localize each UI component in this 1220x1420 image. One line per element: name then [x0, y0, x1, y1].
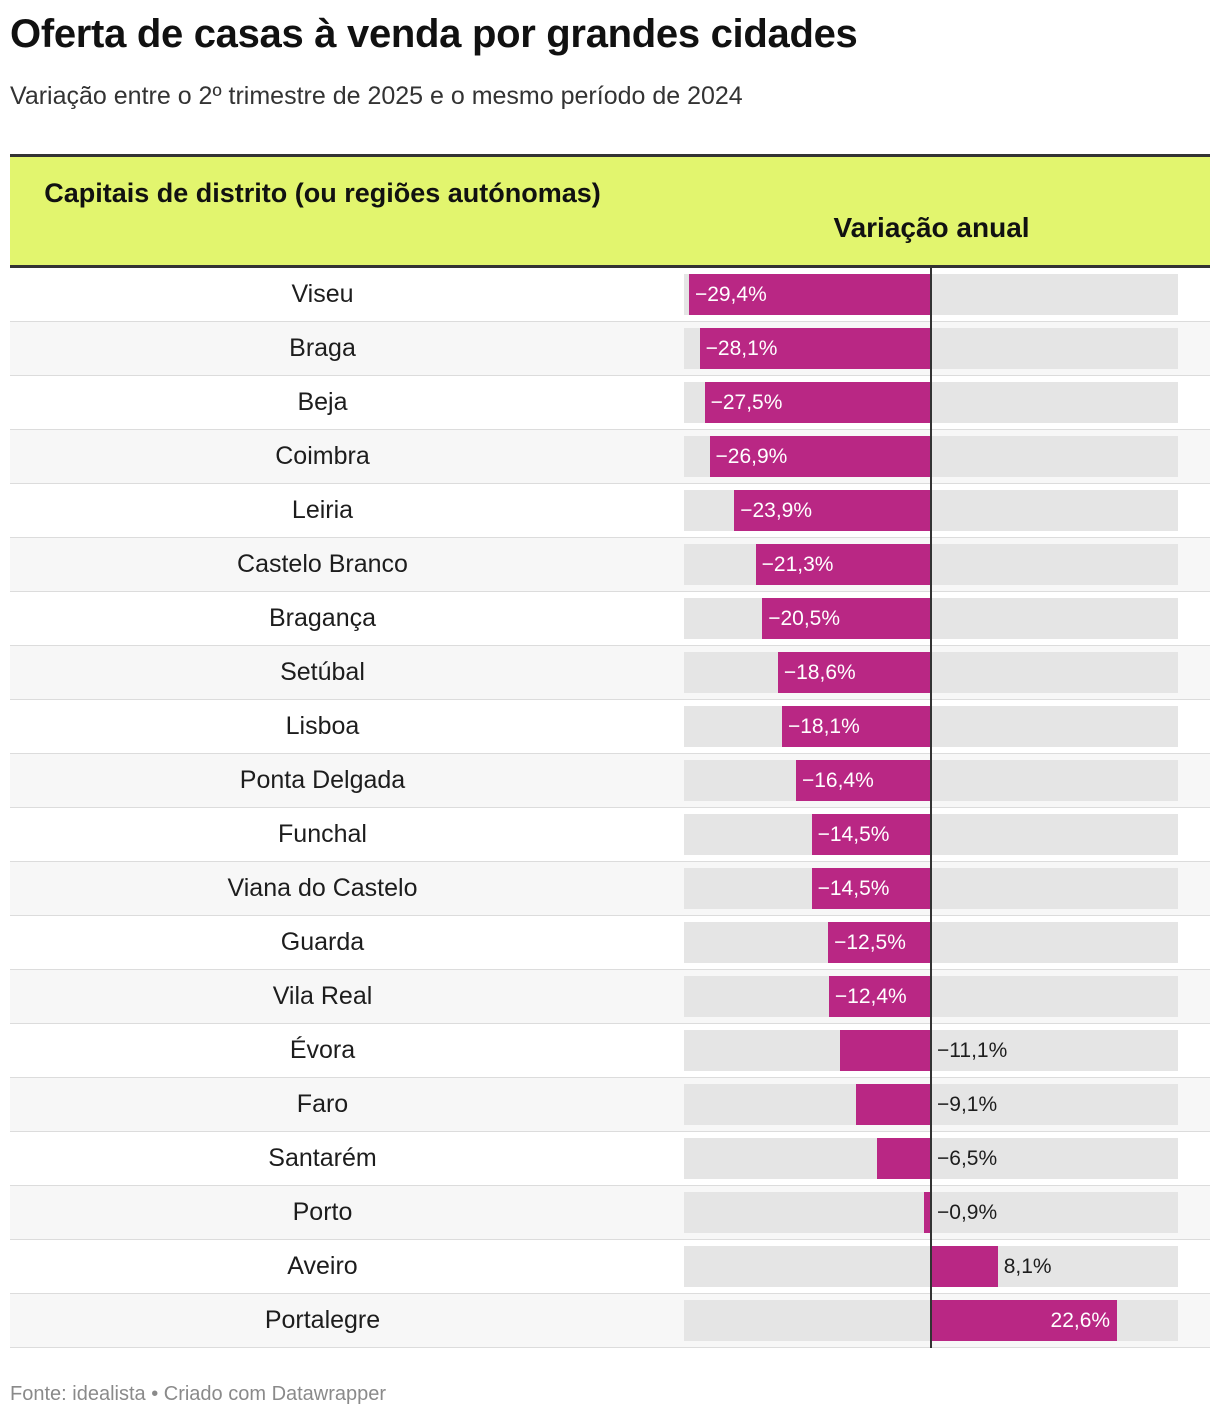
city-label: Santarém [268, 1144, 377, 1172]
table-row: Funchal −14,5% [10, 808, 1210, 862]
city-label: Bragança [268, 604, 377, 632]
city-label: Évora [289, 1036, 356, 1064]
city-label: Porto [292, 1198, 353, 1226]
bar [699, 328, 931, 369]
bar-track: 22,6% [684, 1300, 1178, 1341]
column-header-variation: Variação anual [833, 212, 1030, 243]
city-label: Faro [296, 1090, 349, 1118]
table-row: Coimbra −26,9% [10, 430, 1210, 484]
table-row: Évora −11,1% [10, 1024, 1210, 1078]
bar-value-label: −11,1% [937, 1039, 1008, 1062]
bar [839, 1030, 931, 1071]
zero-axis-line [930, 268, 932, 1348]
table-row: Aveiro 8,1% [10, 1240, 1210, 1294]
bar-value-label: −20,5% [768, 607, 841, 630]
bar [811, 868, 931, 909]
bar [811, 814, 931, 855]
city-label: Leiria [291, 496, 354, 524]
table-row: Setúbal −18,6% [10, 646, 1210, 700]
city-label: Aveiro [287, 1252, 358, 1280]
bar [734, 490, 931, 531]
table-row: Faro −9,1% [10, 1078, 1210, 1132]
table-row: Leiria −23,9% [10, 484, 1210, 538]
table-row: Viseu −29,4% [10, 268, 1210, 322]
bar-value-label: −12,4% [834, 985, 907, 1008]
table-row: Castelo Branco −21,3% [10, 538, 1210, 592]
bar [828, 922, 931, 963]
bar-value-label: −6,5% [937, 1147, 998, 1170]
city-label: Braga [289, 334, 356, 362]
city-label: Portalegre [264, 1306, 381, 1334]
city-label: Viseu [291, 280, 354, 308]
bar [828, 976, 931, 1017]
city-label: Coimbra [275, 442, 370, 470]
chart-subtitle: Variação entre o 2º trimestre de 2025 e … [10, 82, 743, 110]
bar [762, 598, 931, 639]
bar-value-label: −26,9% [715, 445, 788, 468]
bar [931, 1246, 998, 1287]
bar-value-label: −23,9% [740, 499, 813, 522]
city-label: Vila Real [272, 982, 373, 1010]
bar [856, 1084, 931, 1125]
bar [931, 1300, 1118, 1341]
table-row: Ponta Delgada −16,4% [10, 754, 1210, 808]
bar-value-label: 22,6% [1050, 1309, 1111, 1332]
bar-value-label: −9,1% [937, 1093, 998, 1116]
column-header-city: Capitais de distrito (ou regiões autónom… [44, 178, 601, 208]
bar-value-label: −27,5% [710, 391, 783, 414]
table-row: Vila Real −12,4% [10, 970, 1210, 1024]
bar [704, 382, 931, 423]
city-label: Castelo Branco [237, 550, 408, 578]
table-header: Capitais de distrito (ou regiões autónom… [10, 154, 1210, 268]
bar [781, 706, 931, 747]
table-row: Bragança −20,5% [10, 592, 1210, 646]
bar-value-label: 8,1% [1003, 1255, 1052, 1278]
table-row: Santarém −6,5% [10, 1132, 1210, 1186]
bar [709, 436, 931, 477]
bar-value-label: −14,5% [817, 823, 890, 846]
bar-value-label: −12,5% [834, 931, 906, 954]
bar-value-label: −18,6% [783, 661, 856, 684]
bar-value-label: −14,5% [817, 877, 890, 900]
bar-value-label: −16,4% [801, 769, 874, 792]
data-table: Capitais de distrito (ou regiões autónom… [10, 154, 1210, 1348]
bar [877, 1138, 931, 1179]
bar-value-label: −29,4% [694, 283, 767, 306]
bar-value-label: −21,3% [761, 553, 834, 576]
city-label: Ponta Delgada [239, 766, 406, 794]
table-body: Viseu −29,4% Braga −28,1% Beja −27,5% Coimbra −… [10, 268, 1210, 1348]
bar [755, 544, 931, 585]
bar-value-label: −18,1% [787, 715, 860, 738]
bar [688, 274, 931, 315]
table-row: Porto −0,9% [10, 1186, 1210, 1240]
bar [795, 760, 931, 801]
city-label: Setúbal [280, 658, 365, 686]
bar [923, 1192, 931, 1233]
table-row: Lisboa −18,1% [10, 700, 1210, 754]
city-label: Guarda [280, 928, 365, 956]
bar-value-label: −0,9% [937, 1201, 998, 1224]
chart-title: Oferta de casas à venda por grandes cida… [10, 12, 858, 56]
table-row: Guarda −12,5% [10, 916, 1210, 970]
city-label: Funchal [278, 820, 367, 848]
bar-value-label: −28,1% [705, 337, 778, 360]
table-row: Viana do Castelo −14,5% [10, 862, 1210, 916]
table-row: Beja −27,5% [10, 376, 1210, 430]
source-footer: Fonte: idealista • Criado com Datawrappe… [10, 1383, 387, 1405]
table-row: Portalegre 22,6% [10, 1294, 1210, 1348]
bar [777, 652, 931, 693]
city-label: Lisboa [285, 712, 360, 740]
city-label: Beja [297, 388, 348, 416]
city-label: Viana do Castelo [227, 874, 418, 902]
table-row: Braga −28,1% [10, 322, 1210, 376]
